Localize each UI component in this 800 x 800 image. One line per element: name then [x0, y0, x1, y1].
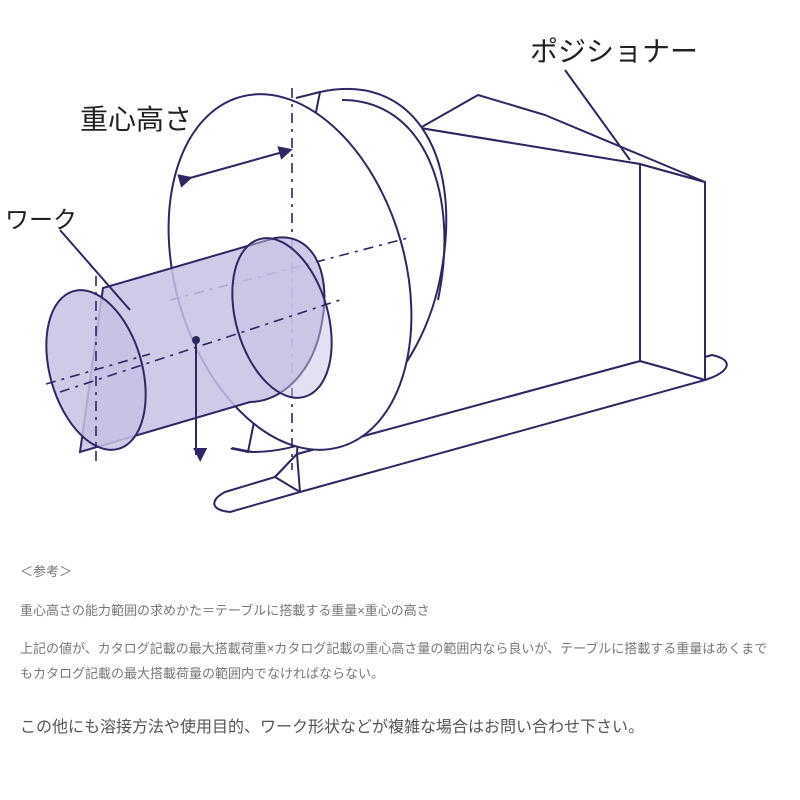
work-label: ワーク — [5, 200, 77, 235]
note-reference: ＜参考＞ — [20, 560, 780, 585]
positioner-label: ポジショナー — [530, 30, 698, 70]
note-line1: 重心高さの能力範囲の求めかた＝テーブルに搭載する重量×重心の高さ — [20, 599, 780, 624]
cog-height-label: 重心高さ — [80, 98, 192, 138]
notes-block: ＜参考＞ 重心高さの能力範囲の求めかた＝テーブルに搭載する重量×重心の高さ 上記… — [20, 560, 780, 743]
positioner-diagram — [0, 0, 800, 540]
note-line3: この他にも溶接方法や使用目的、ワーク形状などが複雑な場合はお問い合わせ下さい。 — [20, 713, 780, 743]
diagram-canvas: ポジショナー 重心高さ ワーク ＜参考＞ 重心高さの能力範囲の求めかた＝テーブル… — [0, 0, 800, 800]
note-line2: 上記の値が、カタログ記載の最大搭載荷重×カタログ記載の重心高さ量の範囲内なら良い… — [20, 637, 780, 686]
